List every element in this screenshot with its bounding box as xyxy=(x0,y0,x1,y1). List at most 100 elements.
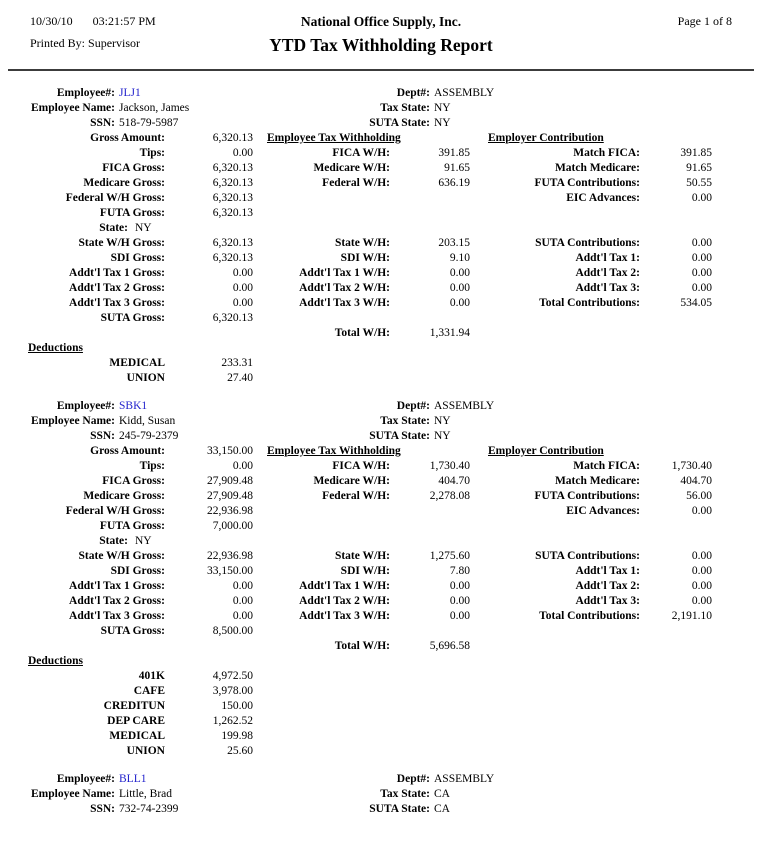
detail-row: FUTA Gross: 6,320.13 xyxy=(28,206,734,221)
medicare-gross-value: 27,909.48 xyxy=(207,490,253,502)
eic-advances-value: 0.00 xyxy=(691,505,712,517)
detail-row: Gross Amount: 33,150.00 Employee Tax Wit… xyxy=(28,444,734,459)
detail-row: SUTA Gross: 6,320.13 xyxy=(28,311,734,326)
employee-section: Employee#: BLL1 Dept#: ASSEMBLY Employee… xyxy=(28,772,734,817)
eic-advances-label: EIC Advances: xyxy=(566,505,640,517)
detail-row: SDI Gross: 6,320.13 SDI W/H: 9.10 Addt'l… xyxy=(28,251,734,266)
tips-label: Tips: xyxy=(139,460,165,472)
deduction-rows: 401K 4,972.50 CAFE 3,978.00 CREDITUN 150.00 DE… xyxy=(28,669,734,759)
addtl2-label: Addt'l Tax 2: xyxy=(575,580,640,592)
deduction-row: 401K 4,972.50 xyxy=(28,669,734,684)
state-wh-label: State W/H: xyxy=(334,237,390,249)
detail-row: Medicare Gross: 6,320.13 Federal W/H: 63… xyxy=(28,176,734,191)
deductions-section: Deductions MEDICAL 233.31 UNION 27.40 xyxy=(28,341,734,386)
medicare-wh-value: 404.70 xyxy=(438,475,470,487)
addtl1-gross-label: Addt'l Tax 1 Gross: xyxy=(69,267,165,279)
addtl2-wh-value: 0.00 xyxy=(449,282,470,294)
report-title: YTD Tax Withholding Report xyxy=(269,35,493,55)
addtl2-value: 0.00 xyxy=(691,267,712,279)
detail-row: Addt'l Tax 1 Gross: 0.00 Addt'l Tax 1 W/… xyxy=(28,579,734,594)
medicare-gross-label: Medicare Gross: xyxy=(83,177,165,189)
dept-value: ASSEMBLY xyxy=(434,87,495,99)
deduction-rows: MEDICAL 233.31 UNION 27.40 xyxy=(28,356,734,386)
suta-gross-label: SUTA Gross: xyxy=(100,625,165,637)
match-medicare-label: Match Medicare: xyxy=(554,475,640,487)
detail-row: FICA Gross: 27,909.48 Medicare W/H: 404.… xyxy=(28,474,734,489)
addtl3-wh-value: 0.00 xyxy=(449,297,470,309)
medicare-wh-value: 91.65 xyxy=(444,162,470,174)
detail-row: Medicare Gross: 27,909.48 Federal W/H: 2… xyxy=(28,489,734,504)
fica-wh-value: 1,730.40 xyxy=(429,460,470,472)
detail-row: State W/H Gross: 6,320.13 State W/H: 203… xyxy=(28,236,734,251)
employee-details: Gross Amount: 6,320.13 Employee Tax With… xyxy=(28,131,734,341)
futa-contrib-value: 50.55 xyxy=(686,177,712,189)
deduction-amount: 4,972.50 xyxy=(212,670,253,682)
employee-name-label: Employee Name: xyxy=(31,102,115,114)
deduction-name: UNION xyxy=(126,372,165,384)
deduction-name: MEDICAL xyxy=(109,730,165,742)
dept-label: Dept#: xyxy=(396,773,430,785)
deduction-amount: 27.40 xyxy=(227,372,253,384)
federal-wh-value: 2,278.08 xyxy=(429,490,470,502)
detail-row: Addt'l Tax 2 Gross: 0.00 Addt'l Tax 2 W/… xyxy=(28,594,734,609)
futa-gross-value: 6,320.13 xyxy=(212,207,253,219)
employee-no-value[interactable]: BLL1 xyxy=(119,773,147,785)
gross-amount-label: Gross Amount: xyxy=(90,445,165,457)
sdi-wh-label: SDI W/H: xyxy=(340,565,390,577)
suta-state-label: SUTA State: xyxy=(369,117,430,129)
suta-gross-label: SUTA Gross: xyxy=(100,312,165,324)
total-contrib-label: Total Contributions: xyxy=(539,610,640,622)
state-wh-gross-label: State W/H Gross: xyxy=(78,237,165,249)
employee-section: Employee#: JLJ1 Dept#: ASSEMBLY Employee… xyxy=(28,86,734,386)
eic-advances-label: EIC Advances: xyxy=(566,192,640,204)
employees-container: Employee#: JLJ1 Dept#: ASSEMBLY Employee… xyxy=(28,86,734,817)
dept-label: Dept#: xyxy=(396,400,430,412)
report-header: 10/30/10 03:21:57 PM Printed By: Supervis… xyxy=(28,10,734,66)
suta-state-value: CA xyxy=(434,803,450,815)
deduction-name: UNION xyxy=(126,745,165,757)
employee-details: Gross Amount: 33,150.00 Employee Tax Wit… xyxy=(28,444,734,654)
addtl2-value: 0.00 xyxy=(691,580,712,592)
futa-contrib-value: 56.00 xyxy=(686,490,712,502)
addtl2-gross-value: 0.00 xyxy=(232,282,253,294)
sdi-wh-value: 7.80 xyxy=(449,565,470,577)
fica-gross-value: 6,320.13 xyxy=(212,162,253,174)
federal-wh-gross-value: 6,320.13 xyxy=(212,192,253,204)
print-datetime: 10/30/10 03:21:57 PM xyxy=(30,14,156,28)
detail-row: Addt'l Tax 2 Gross: 0.00 Addt'l Tax 2 W/… xyxy=(28,281,734,296)
deduction-row: DEP CARE 1,262.52 xyxy=(28,714,734,729)
employee-no-value[interactable]: SBK1 xyxy=(119,400,148,412)
match-fica-label: Match FICA: xyxy=(573,147,640,159)
addtl3-gross-label: Addt'l Tax 3 Gross: xyxy=(69,610,165,622)
addtl1-gross-label: Addt'l Tax 1 Gross: xyxy=(69,580,165,592)
gross-amount-value: 6,320.13 xyxy=(212,132,253,144)
detail-row: Gross Amount: 6,320.13 Employee Tax With… xyxy=(28,131,734,146)
employer-contribution-header: Employer Contribution xyxy=(488,445,604,457)
company-name: National Office Supply, Inc. xyxy=(300,14,462,29)
sdi-wh-label: SDI W/H: xyxy=(340,252,390,264)
employee-name-label: Employee Name: xyxy=(31,788,115,800)
detail-row: Addt'l Tax 1 Gross: 0.00 Addt'l Tax 1 W/… xyxy=(28,266,734,281)
deductions-section: Deductions 401K 4,972.50 CAFE 3,978.00 CREDI… xyxy=(28,654,734,759)
ssn-value: 245-79-2379 xyxy=(119,430,179,442)
match-medicare-value: 91.65 xyxy=(686,162,712,174)
deduction-amount: 1,262.52 xyxy=(212,715,253,727)
employee-no-value[interactable]: JLJ1 xyxy=(119,87,141,99)
suta-gross-value: 6,320.13 xyxy=(212,312,253,324)
employee-info: Employee#: JLJ1 Dept#: ASSEMBLY Employee… xyxy=(28,86,734,131)
employee-info: Employee#: SBK1 Dept#: ASSEMBLY Employee… xyxy=(28,399,734,444)
sdi-gross-value: 6,320.13 xyxy=(212,252,253,264)
deduction-name: CAFE xyxy=(133,685,165,697)
state-label: State: xyxy=(99,535,128,547)
detail-row: State W/H Gross: 22,936.98 State W/H: 1,… xyxy=(28,549,734,564)
federal-wh-label: Federal W/H: xyxy=(322,490,390,502)
state-value: NY xyxy=(135,222,152,234)
total-contrib-label: Total Contributions: xyxy=(539,297,640,309)
header-divider xyxy=(8,69,754,71)
sdi-gross-label: SDI Gross: xyxy=(110,252,165,264)
fica-wh-value: 391.85 xyxy=(438,147,470,159)
state-wh-value: 1,275.60 xyxy=(429,550,470,562)
addtl1-wh-value: 0.00 xyxy=(449,267,470,279)
deduction-name: DEP CARE xyxy=(107,715,165,727)
dept-value: ASSEMBLY xyxy=(434,773,495,785)
